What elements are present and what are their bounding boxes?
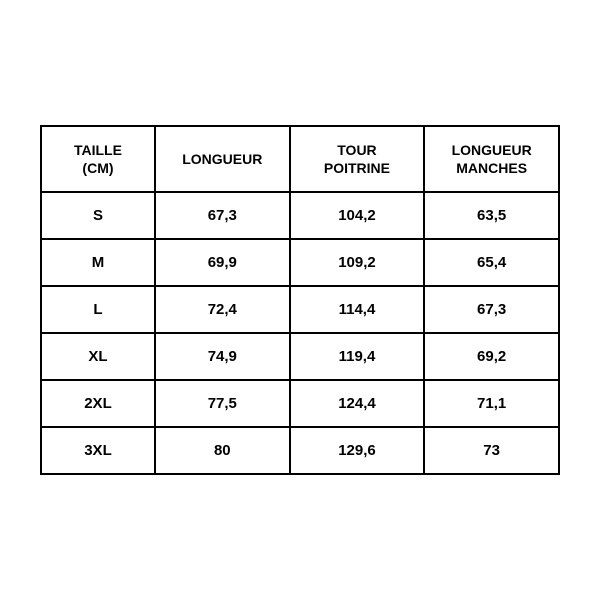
- cell-tour-poitrine: 109,2: [290, 239, 425, 286]
- table-row: XL 74,9 119,4 69,2: [41, 333, 559, 380]
- table-row: L 72,4 114,4 67,3: [41, 286, 559, 333]
- table-body: S 67,3 104,2 63,5 M 69,9 109,2 65,4 L 72…: [41, 192, 559, 474]
- header-longueur: LONGUEUR: [155, 126, 290, 192]
- cell-tour-poitrine: 124,4: [290, 380, 425, 427]
- cell-size: XL: [41, 333, 155, 380]
- cell-size: S: [41, 192, 155, 239]
- header-taille-line1: TAILLE: [74, 142, 122, 158]
- cell-longueur-manches: 73: [424, 427, 559, 474]
- cell-tour-poitrine: 114,4: [290, 286, 425, 333]
- header-manches-line2: MANCHES: [456, 160, 527, 176]
- table-row: S 67,3 104,2 63,5: [41, 192, 559, 239]
- cell-longueur: 80: [155, 427, 290, 474]
- header-manches-line1: LONGUEUR: [452, 142, 532, 158]
- cell-longueur: 74,9: [155, 333, 290, 380]
- header-taille-line2: (CM): [82, 160, 113, 176]
- table-row: 2XL 77,5 124,4 71,1: [41, 380, 559, 427]
- header-tour-poitrine: TOUR POITRINE: [290, 126, 425, 192]
- cell-tour-poitrine: 129,6: [290, 427, 425, 474]
- cell-longueur: 72,4: [155, 286, 290, 333]
- table-row: 3XL 80 129,6 73: [41, 427, 559, 474]
- header-longueur-line1: LONGUEUR: [182, 151, 262, 167]
- cell-size: 2XL: [41, 380, 155, 427]
- cell-longueur: 69,9: [155, 239, 290, 286]
- table-header-row: TAILLE (CM) LONGUEUR TOUR POITRINE LONGU…: [41, 126, 559, 192]
- header-tour-line1: TOUR: [337, 142, 376, 158]
- header-taille: TAILLE (CM): [41, 126, 155, 192]
- cell-size: L: [41, 286, 155, 333]
- header-longueur-manches: LONGUEUR MANCHES: [424, 126, 559, 192]
- cell-longueur: 77,5: [155, 380, 290, 427]
- cell-tour-poitrine: 119,4: [290, 333, 425, 380]
- cell-longueur-manches: 71,1: [424, 380, 559, 427]
- cell-longueur-manches: 65,4: [424, 239, 559, 286]
- cell-tour-poitrine: 104,2: [290, 192, 425, 239]
- size-chart-table: TAILLE (CM) LONGUEUR TOUR POITRINE LONGU…: [40, 125, 560, 475]
- cell-longueur-manches: 67,3: [424, 286, 559, 333]
- header-tour-line2: POITRINE: [324, 160, 390, 176]
- cell-longueur: 67,3: [155, 192, 290, 239]
- table-row: M 69,9 109,2 65,4: [41, 239, 559, 286]
- cell-size: 3XL: [41, 427, 155, 474]
- cell-longueur-manches: 63,5: [424, 192, 559, 239]
- cell-longueur-manches: 69,2: [424, 333, 559, 380]
- cell-size: M: [41, 239, 155, 286]
